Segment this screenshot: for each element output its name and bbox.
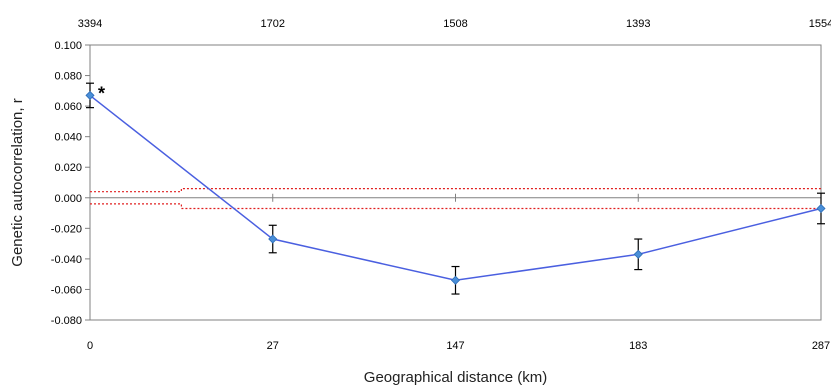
- error-bars: [86, 82, 825, 295]
- upper-confidence-line: [90, 188, 821, 193]
- y-tick-label: 0.000: [54, 193, 82, 205]
- top-tick-label: 1508: [443, 18, 467, 30]
- plot-border: [89, 44, 822, 321]
- y-tick-label: 0.080: [54, 71, 82, 83]
- y-tick-label: 0.060: [54, 101, 82, 113]
- series-line-group: [85, 90, 826, 285]
- y-tick-label: -0.020: [51, 223, 82, 235]
- top-tick-label: 1554: [809, 18, 831, 30]
- y-tick-label: 0.100: [54, 40, 82, 52]
- y-tick-label: -0.040: [51, 254, 82, 266]
- y-tick-label: 0.020: [54, 162, 82, 174]
- series-line: [89, 94, 822, 282]
- y-tick-label: -0.080: [51, 315, 82, 327]
- y-axis-title: Genetic autocorrelation, r: [9, 98, 26, 266]
- data-point: [450, 275, 461, 285]
- top-axis-ticks: 3394 1702 1508 1393 1554: [78, 18, 831, 30]
- data-point: [633, 249, 643, 259]
- x-tick-label: 0: [87, 340, 93, 352]
- x-tick-label: 27: [267, 340, 279, 352]
- x-tick-label: 183: [629, 340, 647, 352]
- top-tick-label: 1393: [626, 18, 650, 30]
- data-point: [816, 203, 826, 214]
- x-axis-ticks: 0 27 147 183 287: [87, 193, 830, 352]
- y-tick-label: 0.040: [54, 132, 82, 144]
- x-tick-label: 147: [446, 340, 464, 352]
- data-point: [268, 234, 278, 244]
- y-tick-label: -0.060: [51, 284, 82, 296]
- annotations: *: [98, 83, 105, 103]
- y-axis-ticks: 0.100 0.080 0.060 0.040 0.020 0.000 -0.020 -0.0…: [51, 40, 90, 327]
- confidence-bounds: [90, 188, 821, 210]
- top-tick-label: 3394: [78, 18, 102, 30]
- x-axis-title: Geographical distance (km): [364, 369, 547, 386]
- x-tick-label: 287: [812, 340, 830, 352]
- top-tick-label: 1702: [261, 18, 285, 30]
- lower-confidence-line: [90, 203, 821, 210]
- significance-marker: *: [98, 83, 105, 103]
- data-point: [85, 90, 95, 100]
